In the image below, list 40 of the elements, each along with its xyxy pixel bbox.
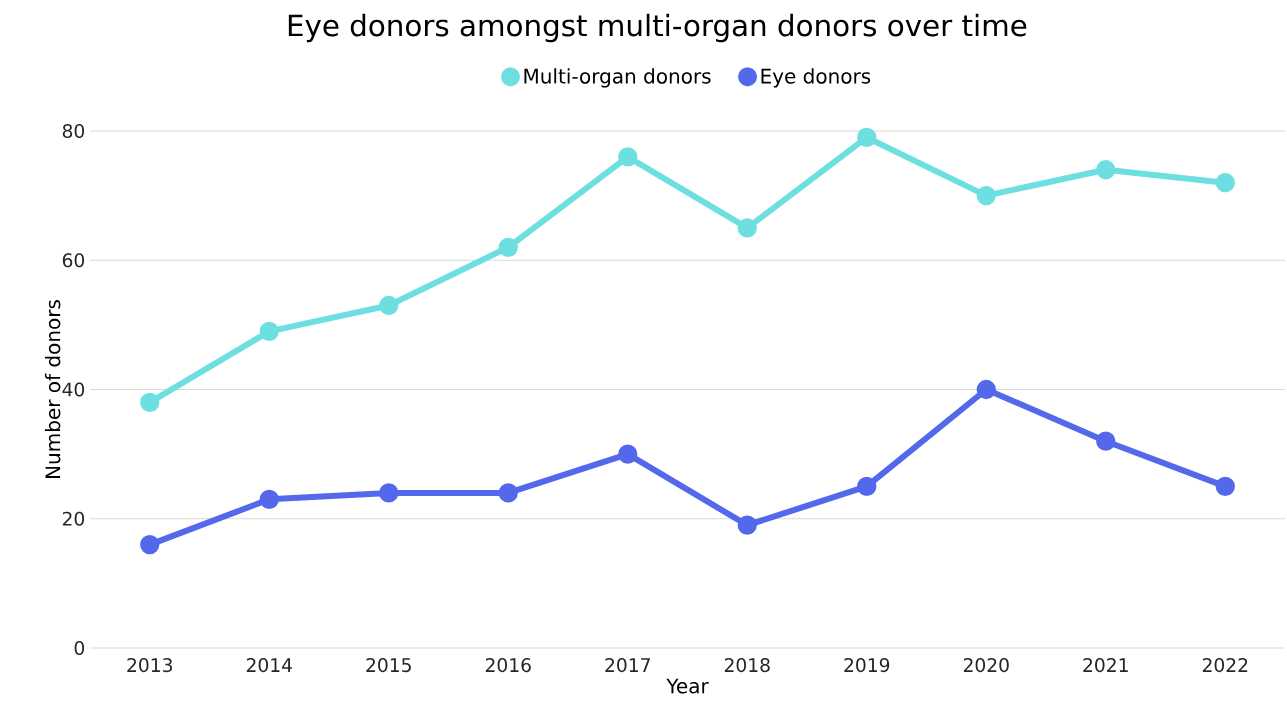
y-tick-label: 40 — [62, 382, 85, 397]
y-tick-label: 0 — [74, 640, 85, 656]
point — [140, 534, 160, 555]
point — [379, 295, 399, 316]
x-tick-label: 2015 — [366, 658, 411, 673]
y-tick-label: 80 — [62, 123, 85, 139]
point — [259, 321, 279, 341]
point — [259, 489, 279, 510]
point — [976, 185, 996, 206]
x-tick-label: 2021 — [1083, 658, 1128, 673]
point — [976, 379, 996, 400]
x-tick-label: 2018 — [724, 658, 770, 673]
y-axis-title: Number of donors — [44, 300, 61, 478]
y-tick-label: 20 — [62, 511, 85, 526]
x-tick-label: 2019 — [844, 658, 890, 673]
point — [618, 147, 638, 167]
chart-title: Eye donors amongst multi-organ donors over time — [288, 13, 1027, 43]
point — [618, 444, 638, 464]
y-tick-label: 60 — [62, 253, 85, 268]
point — [737, 515, 757, 535]
x-tick-label: 2014 — [246, 658, 292, 673]
x-axis-title: Year — [666, 678, 709, 694]
x-tick-label: 2013 — [127, 658, 173, 673]
point — [498, 483, 518, 503]
point — [498, 237, 518, 257]
point — [140, 392, 160, 413]
point — [1215, 173, 1235, 193]
point — [1215, 476, 1235, 497]
x-tick-label: 2020 — [963, 658, 1009, 673]
point — [857, 476, 877, 497]
point — [857, 127, 877, 148]
x-tick-label: 2016 — [485, 658, 531, 673]
legend-label: Multi-organ donors — [524, 68, 711, 88]
x-tick-label: 2017 — [605, 658, 650, 673]
point — [1096, 431, 1116, 451]
point — [379, 483, 399, 503]
point — [737, 218, 757, 238]
point — [1096, 160, 1116, 180]
legend-label: Eye donors — [761, 68, 871, 88]
x-tick-label: 2022 — [1202, 658, 1248, 673]
